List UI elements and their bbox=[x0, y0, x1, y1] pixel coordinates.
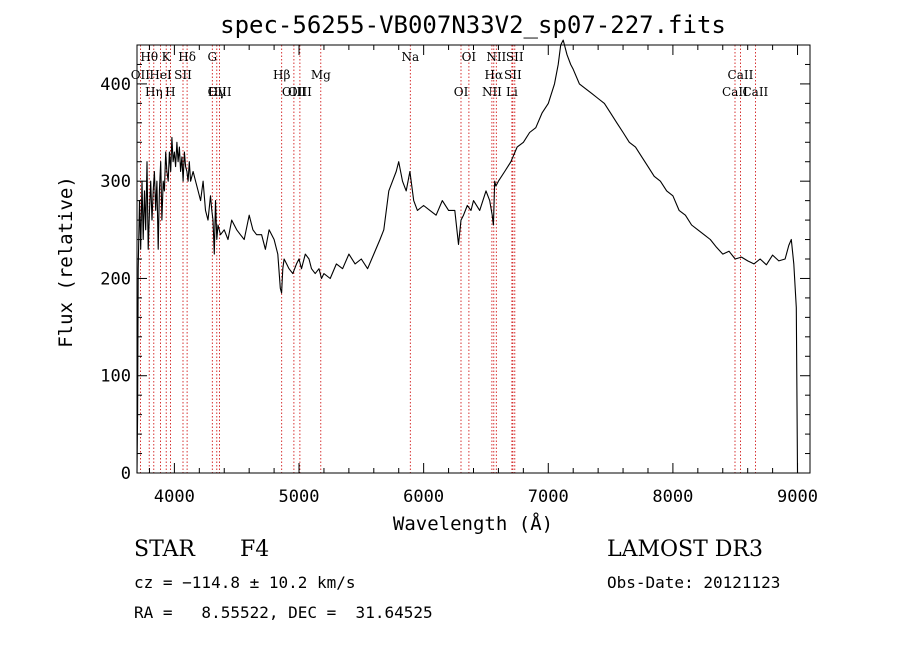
line-label: OI bbox=[462, 50, 477, 64]
line-markers bbox=[139, 45, 756, 473]
line-label: Li bbox=[506, 85, 518, 99]
redshift-text: cz = −114.8 ± 10.2 km/s bbox=[134, 573, 356, 592]
line-label: Na bbox=[401, 50, 419, 64]
spectrum-line bbox=[136, 39, 799, 474]
x-tick-label: 7000 bbox=[528, 487, 569, 507]
line-label: OI bbox=[454, 85, 469, 99]
x-axis-label: Wavelength (Å) bbox=[393, 512, 553, 535]
line-label: SII bbox=[504, 68, 522, 82]
line-label: CaII bbox=[722, 85, 748, 99]
spectrum-series bbox=[136, 39, 799, 474]
object-subclass: F4 bbox=[240, 537, 270, 562]
y-tick-label: 400 bbox=[100, 75, 131, 95]
x-tick-label: 6000 bbox=[403, 487, 444, 507]
y-tick-label: 200 bbox=[100, 269, 131, 289]
x-tick-label: 5000 bbox=[279, 487, 320, 507]
line-label: OIII bbox=[282, 85, 306, 99]
line-label: Hα bbox=[485, 68, 504, 82]
y-tick-label: 100 bbox=[100, 367, 131, 387]
line-label: OIII bbox=[208, 85, 232, 99]
line-label: K bbox=[162, 50, 172, 64]
line-label: H bbox=[165, 85, 175, 99]
x-tick-label: 8000 bbox=[652, 487, 693, 507]
survey-name: LAMOST DR3 bbox=[607, 537, 763, 562]
line-label: Mg bbox=[311, 68, 331, 82]
line-labels: HθOIIHηKHeIHHδSIIOIIIHγGHβOIIIOIIIMgNaOI… bbox=[131, 50, 769, 99]
y-axis-label: Flux (relative) bbox=[55, 176, 77, 348]
line-label: Hβ bbox=[273, 68, 290, 82]
chart-title: spec-56255-VB007N33V2_sp07-227.fits bbox=[220, 11, 726, 39]
coordinates: RA = 8.55522, DEC = 31.64525 bbox=[134, 603, 433, 622]
line-label: SII bbox=[506, 50, 524, 64]
x-tick-label: 9000 bbox=[777, 487, 818, 507]
y-tick-label: 300 bbox=[100, 172, 131, 192]
line-label: Hθ bbox=[140, 50, 158, 64]
line-label: OIII bbox=[288, 85, 312, 99]
line-label: Hδ bbox=[178, 50, 196, 64]
line-label: SII bbox=[174, 68, 192, 82]
axis-ticks: 4000 5000 6000 7000 8000 9000 0 100 200 300 400 bbox=[100, 44, 818, 507]
obs-date: Obs-Date: 20121123 bbox=[607, 573, 781, 592]
line-label: OII bbox=[131, 68, 151, 82]
x-tick-label: 4000 bbox=[154, 487, 195, 507]
plot-frame bbox=[136, 44, 811, 474]
y-tick-label: 0 bbox=[121, 464, 131, 484]
line-label: CaII bbox=[742, 85, 768, 99]
line-label: NII bbox=[486, 50, 506, 64]
object-class: STAR bbox=[134, 537, 195, 562]
line-label: Hγ bbox=[208, 85, 226, 99]
line-label: HeI bbox=[149, 68, 172, 82]
line-label: NII bbox=[482, 85, 502, 99]
line-label: G bbox=[207, 50, 217, 64]
line-label: CaII bbox=[728, 68, 754, 82]
line-label: Hη bbox=[145, 85, 163, 99]
